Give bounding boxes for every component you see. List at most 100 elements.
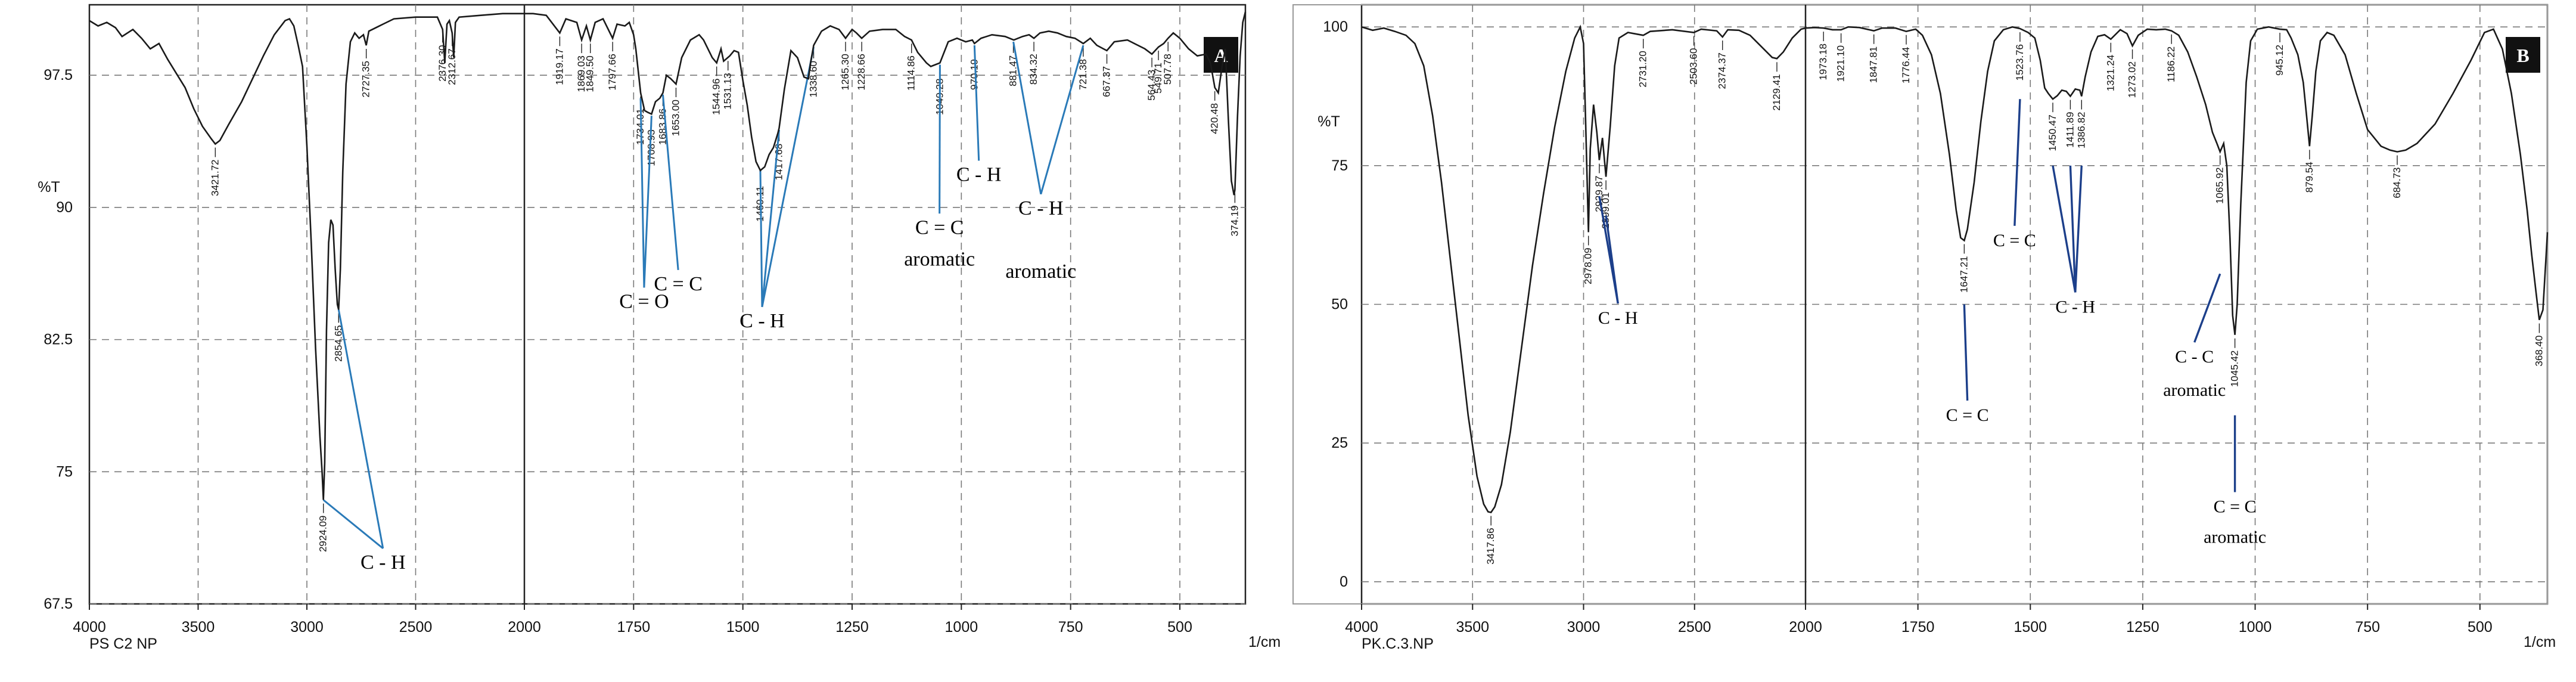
x-tick-label: 3000: [290, 619, 324, 636]
annotation-leader: [2013, 99, 2021, 226]
x-tick-label: 500: [2468, 619, 2493, 636]
peak-label: 1708.93: [645, 129, 657, 166]
peak-label: 1869.03: [576, 55, 587, 92]
annotation-leader: [759, 170, 763, 307]
x-tick-label: 1250: [835, 619, 869, 636]
annotation-label: C - H: [739, 310, 785, 332]
annotation-label: aromatic: [904, 248, 975, 270]
peak-label: 970.19: [968, 59, 980, 90]
annotation-leader: [661, 94, 679, 270]
panel-b-y-label: %T: [1317, 113, 1340, 130]
x-tick-label: 750: [1058, 619, 1083, 636]
x-tick-label: 2500: [399, 619, 433, 636]
peak-label: 1338.60: [807, 61, 819, 97]
panel-b-sample-label: PK.C.3.NP: [1362, 636, 1434, 652]
annotation-leader: [639, 98, 645, 288]
y-tick-label: 100: [1323, 18, 1348, 35]
x-tick-label: 3000: [1567, 619, 1601, 636]
x-tick-label: 1000: [945, 619, 978, 636]
peak-label: 2727.35: [361, 61, 372, 97]
annotation-label: C = C: [1946, 405, 1989, 425]
annotation-leader: [1040, 45, 1085, 195]
y-tick-label: 25: [1331, 435, 1348, 451]
annotation-label: C - H: [2055, 297, 2095, 317]
peak-label: 1186.22: [2165, 46, 2177, 82]
panel-a-badge: [1204, 37, 1238, 73]
panel-b-grid: [1362, 5, 2547, 604]
peak-label: 1265.30: [840, 54, 851, 90]
x-tick-label: 3500: [1456, 619, 1489, 636]
peak-label: 2854.65: [333, 325, 344, 361]
peak-label: 1647.21: [1958, 256, 1969, 292]
y-tick-label: 75: [1331, 157, 1348, 174]
annotation-label: C = C: [1993, 231, 2036, 250]
annotation-label: C = C: [654, 273, 703, 295]
annotation-label: C = C: [915, 216, 964, 238]
peak-label: 721.38: [1077, 59, 1089, 90]
peak-label: 1847.81: [1868, 46, 1879, 83]
peak-label: 374.19: [1229, 205, 1240, 236]
peak-label: 2978.09: [1583, 248, 1594, 284]
panel-b-ticks: 100 75 50 25 0 4000 3500 3000 2500 2000 1750 1500 12…: [1323, 18, 2492, 636]
x-tick-label: 1750: [617, 619, 651, 636]
peak-label: 945.12: [2274, 45, 2285, 76]
y-tick-label: 0: [1340, 574, 1348, 590]
peak-label: 3417.86: [1485, 528, 1496, 564]
peak-label: 1321.24: [2105, 55, 2116, 91]
annotation-leader: [2074, 165, 2083, 293]
annotation-leader: [973, 45, 980, 161]
peak-label: 1776.44: [1900, 47, 1912, 83]
peak-label: 1450.47: [2047, 114, 2058, 151]
annotation-label: C - H: [361, 551, 406, 574]
y-tick-label: 97.5: [43, 67, 73, 83]
peak-label: 1045.42: [2229, 351, 2241, 387]
panel-a-sample-label: PS C2 NP: [89, 636, 157, 652]
peak-label: 1797.66: [607, 54, 618, 90]
x-tick-label: 750: [2355, 619, 2380, 636]
peak-label: 834.32: [1028, 54, 1039, 85]
peak-label: 1921.10: [1835, 45, 1847, 82]
x-tick-label: 500: [1167, 619, 1192, 636]
peak-label: 2312.67: [446, 48, 458, 85]
annotation-leader: [2193, 273, 2221, 343]
peak-label: 1228.66: [856, 54, 867, 90]
x-tick-label: 2000: [1789, 619, 1822, 636]
x-tick-label: 1750: [1901, 619, 1935, 636]
annotation-label: C = O: [619, 290, 669, 312]
spectrum-line: [89, 11, 1247, 500]
annotation-leader: [2052, 165, 2077, 293]
peak-label: 3421.72: [209, 160, 220, 196]
panel-b-badge: [2506, 37, 2540, 73]
x-tick-label: 1250: [2126, 619, 2159, 636]
x-tick-label: 4000: [1345, 619, 1378, 636]
panel-b-chart: B 1/cm PK.C.3.NP %T 100 75 50 25 0 4000 3500 30…: [1292, 4, 2556, 652]
peak-label: 1653.00: [670, 100, 681, 136]
y-tick-label: 67.5: [43, 596, 73, 612]
peak-label: 1273.02: [2127, 61, 2138, 98]
annotation-label: aromatic: [2163, 380, 2226, 400]
peak-label: 667.37: [1101, 66, 1113, 97]
panel-a-frame: [88, 4, 1247, 605]
x-tick-label: 2000: [508, 619, 541, 636]
annotation-label: C - H: [1598, 308, 1638, 328]
peak-label: 1919.17: [554, 48, 565, 85]
peak-label: 420.48: [1209, 103, 1220, 134]
y-tick-label: 90: [56, 199, 73, 216]
peak-label: 564.43: [1146, 70, 1157, 101]
annotation-leader: [1605, 215, 1619, 304]
x-tick-label: 1000: [2239, 619, 2272, 636]
annotation-leader: [1012, 41, 1042, 195]
peak-label: 2129.41: [1771, 74, 1782, 110]
panel-b-x-unit: 1/cm: [2524, 634, 2556, 650]
x-tick-label: 1500: [2013, 619, 2047, 636]
annotation-label: C - C: [2175, 347, 2214, 367]
x-tick-label: 4000: [73, 619, 106, 636]
annotation-leader: [643, 116, 652, 288]
annotation-label: C - H: [956, 164, 1002, 186]
panel-b-outer-box: [1292, 4, 2548, 604]
peak-label: 549.71: [1152, 63, 1164, 94]
